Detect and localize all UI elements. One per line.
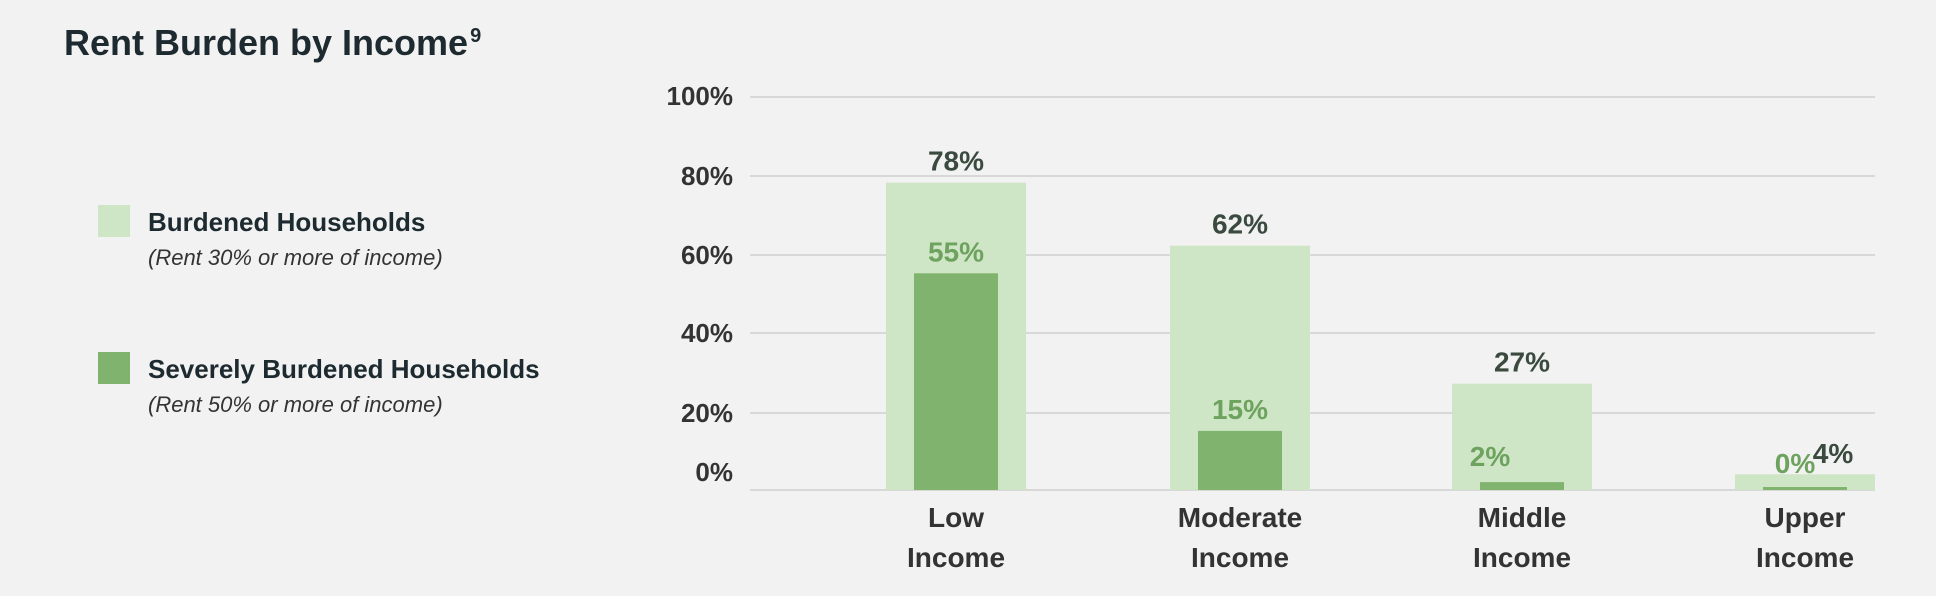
data-label-severely-burdened-1: 15% (1212, 394, 1268, 425)
x-category-label-0-1: Income (907, 542, 1005, 573)
legend-sub-burdened: (Rent 30% or more of income) (148, 245, 443, 270)
x-category-label-2-1: Income (1473, 542, 1571, 573)
x-category-label-3-0: Upper (1765, 502, 1846, 533)
bar-severely-burdened-1 (1198, 430, 1282, 490)
legend-label-burdened: Burdened Households (148, 207, 426, 237)
x-category-label-3-1: Income (1756, 542, 1854, 573)
bar-burdened-2 (1452, 383, 1592, 490)
data-label-burdened-3: 4% (1813, 438, 1854, 469)
x-category-label-0-0: Low (928, 502, 984, 533)
data-label-burdened-1: 62% (1212, 209, 1268, 240)
data-label-severely-burdened-2: 2% (1470, 441, 1511, 472)
y-tick-label-80: 80% (681, 161, 733, 191)
bar-severely-burdened-0 (914, 273, 998, 490)
legend-swatch-severely-burdened (98, 352, 130, 384)
bar-burdened-3 (1735, 474, 1875, 490)
bar-severely-burdened-2 (1480, 482, 1564, 490)
y-tick-label-0: 0% (695, 457, 733, 487)
legend-label-severely-burdened: Severely Burdened Households (148, 354, 540, 384)
x-category-label-1-1: Income (1191, 542, 1289, 573)
legend-sub-severely-burdened: (Rent 50% or more of income) (148, 392, 443, 417)
x-category-label-2-0: Middle (1478, 502, 1567, 533)
y-tick-label-100: 100% (667, 81, 734, 111)
y-tick-label-20: 20% (681, 398, 733, 428)
chart-title-text: Rent Burden by Income (64, 22, 469, 63)
data-label-severely-burdened-0: 55% (928, 236, 984, 267)
chart-title: Rent Burden by Income 9 (64, 22, 481, 64)
data-label-severely-burdened-3: 0% (1775, 448, 1816, 479)
bar-severely-burdened-3 (1763, 487, 1847, 490)
data-label-burdened-0: 78% (928, 146, 984, 177)
legend-swatch-burdened (98, 205, 130, 237)
data-label-burdened-2: 27% (1494, 347, 1550, 378)
title-footnote: 9 (470, 25, 482, 47)
x-category-label-1-0: Moderate (1178, 502, 1302, 533)
y-tick-label-60: 60% (681, 240, 733, 270)
y-tick-label-40: 40% (681, 318, 733, 348)
